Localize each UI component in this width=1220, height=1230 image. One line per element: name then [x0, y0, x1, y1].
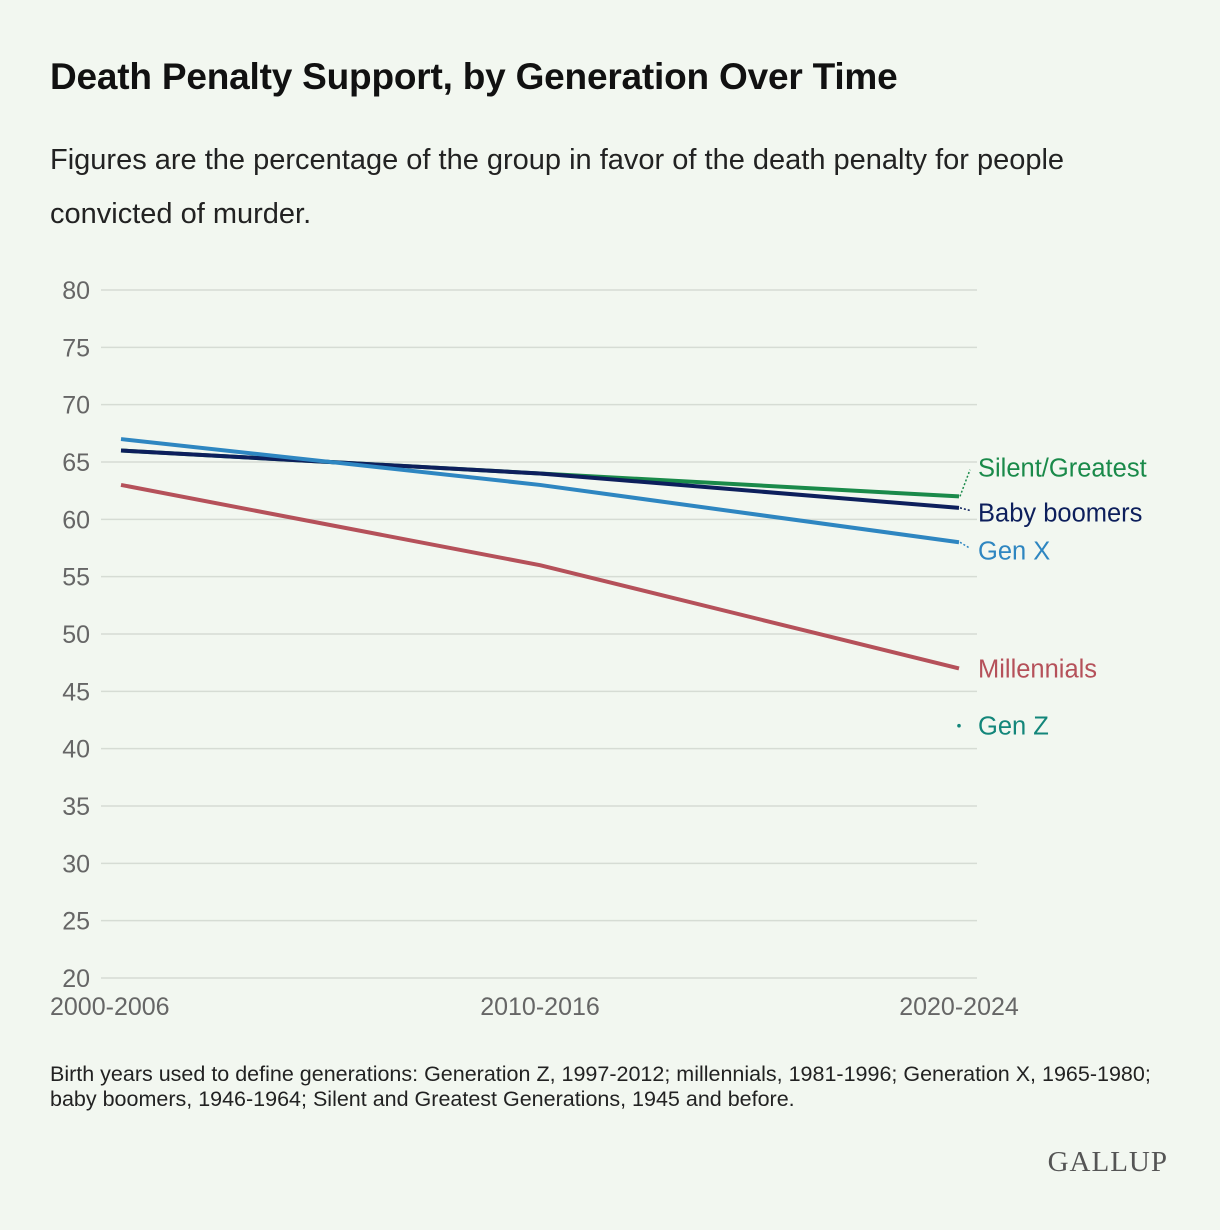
x-axis-ticks: 2000-2006 2010-2016 2020-2024 [50, 993, 1019, 1021]
y-tick-label: 55 [62, 564, 90, 592]
x-tick-label: 2020-2024 [899, 993, 1019, 1021]
y-tick-label: 40 [62, 736, 90, 764]
y-tick-label: 20 [62, 965, 90, 993]
footnote: Birth years used to define generations: … [50, 1062, 1151, 1111]
label-leader-baby-boomers [959, 507, 971, 512]
series-labels: Silent/Greatest Baby boomers Gen X Millenni… [959, 455, 1147, 741]
series-point-gen-z [957, 723, 961, 728]
y-tick-label: 70 [62, 392, 90, 420]
series-label-gen-x: Gen X [978, 537, 1050, 565]
y-tick-label: 45 [62, 678, 90, 706]
gallup-logo: GALLUP [1047, 1146, 1168, 1178]
label-leader-silent-greatest [959, 469, 971, 497]
series-line-gen-x [120, 437, 960, 545]
series-label-gen-z: Gen Z [978, 713, 1049, 741]
chart-title: Death Penalty Support, by Generation Ove… [50, 56, 898, 97]
x-tick-label: 2000-2006 [50, 993, 170, 1021]
y-tick-label: 30 [62, 850, 90, 878]
series-label-baby-boomers: Baby boomers [978, 499, 1142, 527]
label-leader-gen-x [959, 541, 971, 549]
series-label-silent-greatest: Silent/Greatest [978, 455, 1147, 483]
y-tick-label: 80 [62, 277, 90, 305]
chart-subtitle: Figures are the percentage of the group … [50, 144, 1065, 230]
gridlines [101, 289, 977, 979]
y-tick-label: 60 [62, 506, 90, 534]
x-tick-label: 2010-2016 [480, 993, 600, 1021]
y-tick-label: 25 [62, 908, 90, 936]
series-line-millennials [120, 482, 960, 671]
y-tick-label: 75 [62, 334, 90, 362]
y-tick-label: 50 [62, 621, 90, 649]
y-tick-label: 35 [62, 793, 90, 821]
y-axis-ticks: 20 25 30 35 40 45 50 55 60 65 70 75 80 [62, 277, 90, 993]
series-line-baby-boomers [120, 448, 960, 510]
series-lines [120, 437, 961, 728]
y-tick-label: 65 [62, 449, 90, 477]
series-label-millennials: Millennials [978, 655, 1097, 683]
